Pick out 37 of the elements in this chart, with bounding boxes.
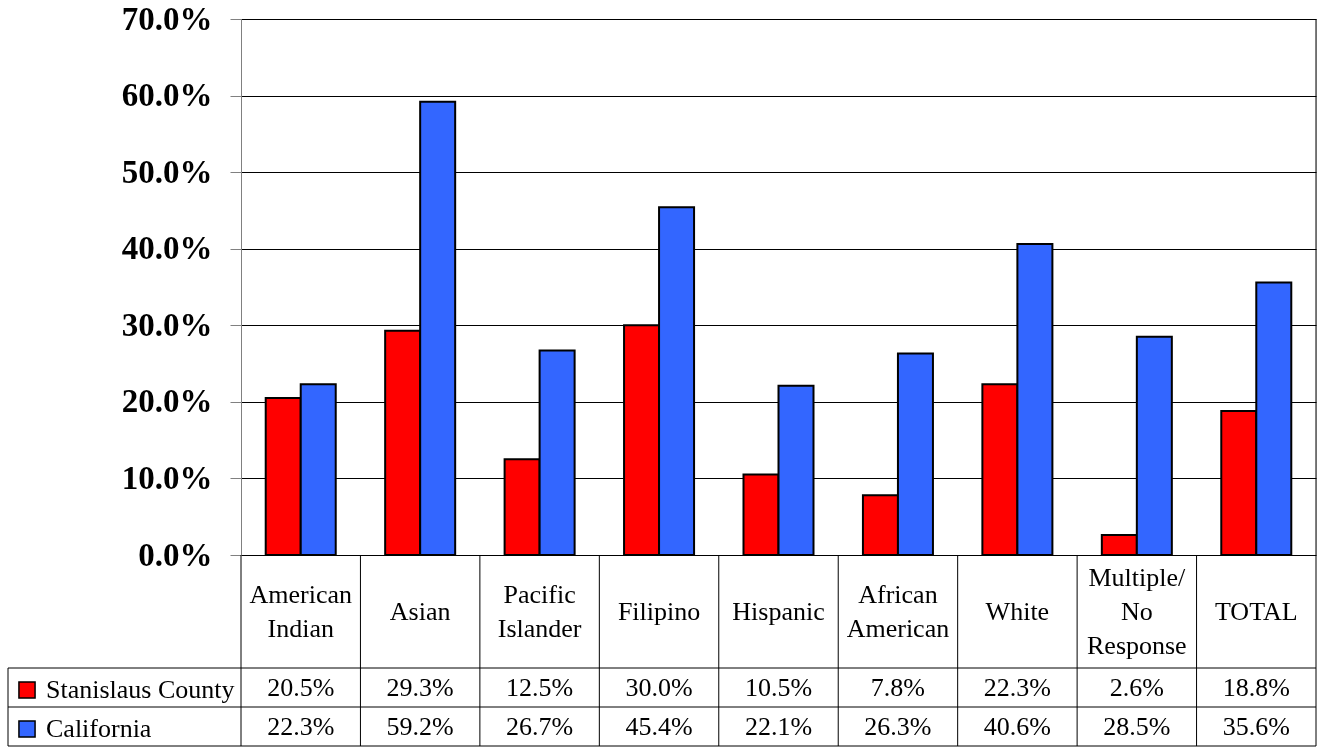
data-label: 2.6%: [1109, 672, 1164, 702]
y-tick-label: 70.0%: [121, 0, 213, 37]
data-label: 29.3%: [386, 672, 454, 702]
y-tick-label: 60.0%: [121, 77, 213, 114]
data-label: 40.6%: [983, 711, 1051, 741]
data-label: 26.3%: [864, 711, 932, 741]
y-tick-label: 0.0%: [138, 536, 213, 573]
data-label: 28.5%: [1103, 711, 1171, 741]
x-tick-label: Pacific Islander: [497, 579, 582, 643]
data-label: 20.5%: [267, 672, 335, 702]
data-label: 7.8%: [870, 672, 926, 702]
x-tick-label: TOTAL: [1214, 596, 1298, 626]
data-label: 26.7%: [506, 711, 574, 741]
data-label: 12.5%: [506, 672, 574, 702]
legend-label: California: [46, 714, 152, 743]
y-tick-label: 40.0%: [121, 230, 213, 267]
y-tick-label: 30.0%: [121, 306, 213, 343]
x-tick-label: Hispanic: [732, 596, 825, 626]
data-label: 22.1%: [744, 711, 813, 741]
legend-label: Stanislaus County: [46, 675, 235, 704]
y-tick-label: 10.0%: [121, 459, 213, 496]
data-label: 35.6%: [1222, 711, 1290, 741]
data-label: 18.8%: [1222, 672, 1290, 702]
data-label: 59.2%: [386, 711, 454, 741]
x-tick-label: Multiple/No Response: [1087, 562, 1187, 660]
x-tick-label: Filipino: [617, 596, 701, 626]
data-label: 10.5%: [744, 672, 813, 702]
x-tick-label: White: [985, 596, 1050, 626]
y-tick-label: 50.0%: [121, 153, 213, 190]
data-label: 45.4%: [625, 711, 693, 741]
x-tick-label: African American: [846, 579, 950, 643]
data-label: 22.3%: [267, 711, 335, 741]
data-label: 30.0%: [625, 672, 693, 702]
data-label: 22.3%: [983, 672, 1051, 702]
y-tick-label: 20.0%: [121, 383, 213, 420]
x-tick-label: Asian: [389, 596, 451, 626]
x-tick-label: American Indian: [249, 579, 352, 643]
